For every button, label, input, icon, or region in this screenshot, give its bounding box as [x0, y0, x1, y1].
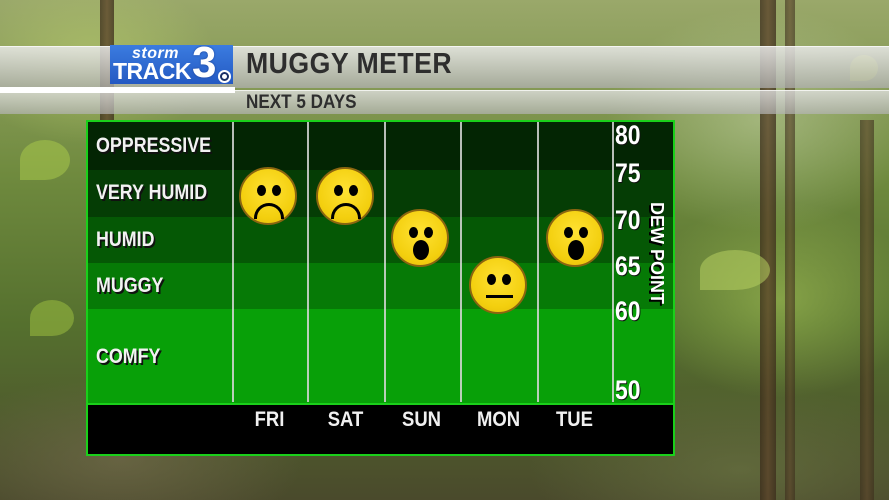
- band-label: OPPRESSIVE: [96, 134, 212, 157]
- column-divider: [232, 122, 234, 402]
- logo-channel-number: 3: [192, 45, 217, 84]
- column-divider: [307, 122, 309, 402]
- station-logo: storm TRACK 3: [110, 45, 233, 84]
- face-mouth: [331, 203, 361, 219]
- page-title: MUGGY METER: [246, 48, 453, 80]
- y-tick: 75: [615, 158, 641, 188]
- background-tree-trunk: [785, 0, 795, 500]
- face-mouth: [254, 203, 284, 219]
- band-label: MUGGY: [96, 274, 164, 297]
- face-eye: [502, 274, 511, 285]
- column-divider: [537, 122, 539, 402]
- y-tick: 50: [615, 375, 641, 405]
- y-tick: 65: [615, 251, 641, 281]
- column-divider: [460, 122, 462, 402]
- y-tick: 60: [615, 296, 641, 326]
- header-accent-stripe: [0, 87, 235, 93]
- face-mouth: [486, 295, 513, 298]
- column-divider: [612, 122, 614, 402]
- y-tick: 80: [615, 120, 641, 150]
- neutral-face-icon: [469, 256, 527, 314]
- face-eye: [424, 227, 433, 238]
- face-eye: [487, 274, 496, 285]
- band-oppressive: OPPRESSIVE: [88, 122, 673, 170]
- background-tree-trunk: [760, 0, 776, 500]
- day-label-sun: SUN: [401, 408, 442, 431]
- cbs-eye-icon: [218, 70, 231, 83]
- band-label: COMFY: [96, 345, 161, 368]
- muggy-meter-chart: OPPRESSIVE VERY HUMID HUMID MUGGY COMFY …: [86, 120, 675, 456]
- face-eye: [579, 227, 588, 238]
- band-label: HUMID: [96, 228, 155, 251]
- surprised-face-icon: [546, 209, 604, 267]
- sad-face-icon: [316, 167, 374, 225]
- band-comfy: COMFY: [88, 309, 673, 403]
- face-eye: [334, 185, 343, 196]
- background-leaf: [700, 250, 770, 290]
- background-tree-trunk: [860, 120, 874, 500]
- column-divider: [384, 122, 386, 402]
- face-eye: [349, 185, 358, 196]
- face-eye: [409, 227, 418, 238]
- subtitle-bar: [0, 90, 889, 114]
- background-leaf: [20, 140, 70, 180]
- surprised-face-icon: [391, 209, 449, 267]
- day-label-tue: TUE: [556, 408, 593, 431]
- sad-face-icon: [239, 167, 297, 225]
- y-axis-title: DEW POINT: [647, 202, 667, 304]
- face-eye: [272, 185, 281, 196]
- day-label-sat: SAT: [327, 408, 364, 431]
- y-tick: 70: [615, 205, 641, 235]
- background-leaf: [30, 300, 74, 336]
- logo-track-text: TRACK: [113, 58, 192, 84]
- day-label-mon: MON: [476, 408, 521, 431]
- face-eye: [564, 227, 573, 238]
- page-subtitle: NEXT 5 DAYS: [246, 92, 357, 113]
- band-muggy: MUGGY: [88, 263, 673, 309]
- face-mouth: [568, 240, 584, 260]
- face-mouth: [413, 240, 429, 260]
- day-label-fri: FRI: [254, 408, 285, 431]
- logo-storm-text: storm: [132, 45, 179, 62]
- face-eye: [257, 185, 266, 196]
- band-label: VERY HUMID: [96, 181, 208, 204]
- day-footer: [88, 403, 673, 454]
